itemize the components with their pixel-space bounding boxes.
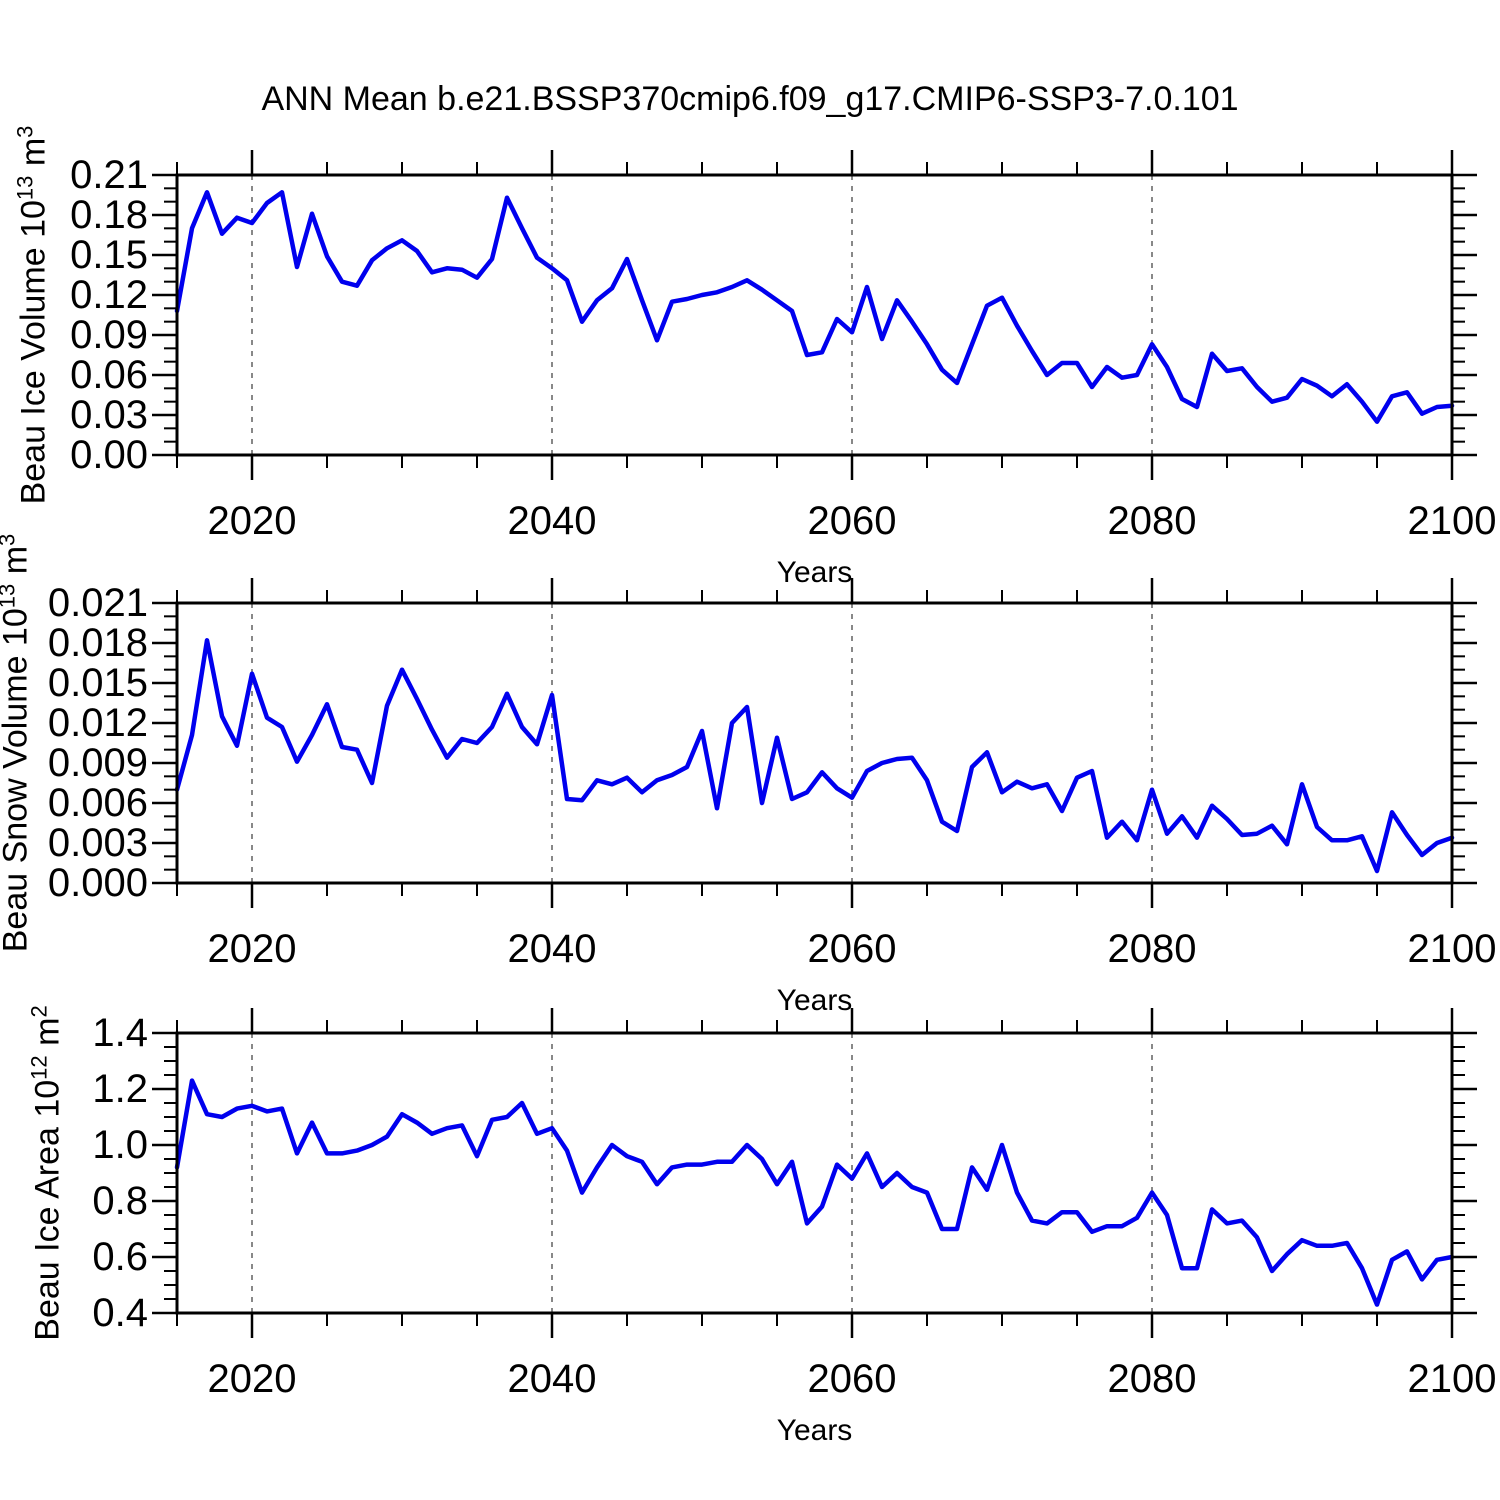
y-tick-label: 0.18 [70, 193, 148, 237]
x-tick-label: 2060 [807, 499, 897, 543]
x-tick-label: 2060 [807, 927, 897, 971]
series-line-beau-snow-volume [174, 638, 1455, 874]
y-tick-label: 1.2 [92, 1067, 148, 1111]
y-tick-label: 1.4 [92, 1011, 148, 1055]
x-tick-label: 2040 [507, 927, 597, 971]
x-tick-label: 2020 [207, 927, 297, 971]
x-tick-label: 2080 [1107, 499, 1197, 543]
y-tick-label: 0.003 [47, 821, 148, 865]
x-axis-title: Years [776, 556, 853, 589]
y-tick-label: 0.6 [92, 1235, 148, 1279]
y-tick-label: 0.021 [47, 581, 148, 625]
x-axis-title: Years [776, 984, 853, 1017]
y-tick-label: 0.12 [70, 273, 148, 317]
y-tick-label: 0.15 [70, 233, 148, 277]
x-tick-label: 2100 [1407, 499, 1497, 543]
y-tick-label: 0.015 [47, 661, 148, 705]
y-tick-label: 0.012 [47, 701, 148, 745]
y-tick-label: 0.00 [70, 433, 148, 477]
x-tick-label: 2020 [207, 499, 297, 543]
y-tick-label: 0.03 [70, 393, 148, 437]
x-tick-label: 2100 [1407, 927, 1497, 971]
x-tick-label: 2040 [507, 499, 597, 543]
series-line-beau-ice-volume [174, 190, 1455, 424]
x-tick-label: 2080 [1107, 1357, 1197, 1401]
y-tick-label: 0.000 [47, 861, 148, 905]
y-tick-label: 1.0 [92, 1123, 148, 1167]
y-tick-label: 0.006 [47, 781, 148, 825]
x-tick-label: 2060 [807, 1357, 897, 1401]
y-tick-label: 0.06 [70, 353, 148, 397]
y-tick-label: 0.09 [70, 313, 148, 357]
plot-frame-beau-ice-volume [175, 173, 1454, 457]
plot-title: ANN Mean b.e21.BSSP370cmip6.f09_g17.CMIP… [261, 80, 1239, 118]
y-tick-label: 0.4 [92, 1291, 148, 1335]
y-tick-label: 0.018 [47, 621, 148, 665]
plot-frame-beau-snow-volume [175, 601, 1454, 885]
y-tick-label: 0.009 [47, 741, 148, 785]
x-axis-title: Years [776, 1414, 853, 1447]
y-tick-label: 0.21 [70, 153, 148, 197]
x-tick-label: 2020 [207, 1357, 297, 1401]
y-tick-label: 0.8 [92, 1179, 148, 1223]
x-tick-label: 2040 [507, 1357, 597, 1401]
x-tick-label: 2100 [1407, 1357, 1497, 1401]
series-line-beau-ice-area [174, 1078, 1455, 1307]
x-tick-label: 2080 [1107, 927, 1197, 971]
plot-frame-beau-ice-area [175, 1031, 1454, 1315]
